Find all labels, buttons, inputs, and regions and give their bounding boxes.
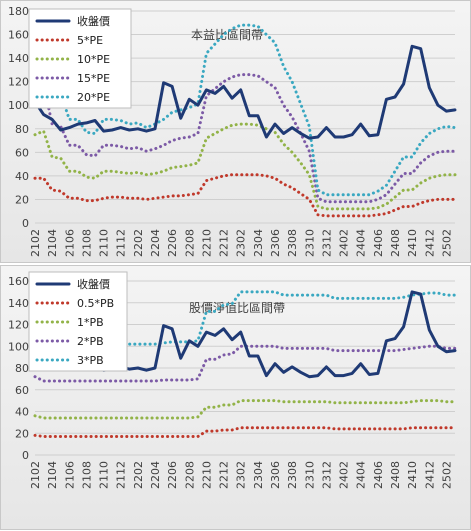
x-tick-label: 2308 bbox=[286, 461, 299, 489]
x-tick-label: 2104 bbox=[46, 229, 59, 257]
y-tick-label: 100 bbox=[8, 99, 29, 112]
series-line-2 bbox=[33, 399, 457, 420]
x-tick-label: 2302 bbox=[235, 229, 248, 257]
x-tick-label: 2102 bbox=[29, 229, 42, 257]
pb-band-chart-panel: 0 20 40 60 80 100 120 140 160 2102 2104 2106 2108 211… bbox=[0, 265, 471, 530]
y-tick-label: 160 bbox=[8, 29, 29, 42]
series-line-1 bbox=[33, 173, 457, 218]
y-tick-label: 80 bbox=[15, 362, 29, 375]
y-tick-label: 180 bbox=[8, 5, 29, 18]
x-tick-label: 2406 bbox=[372, 229, 385, 257]
chart-title: 股價淨值比區間帶 bbox=[189, 300, 285, 315]
x-tick-label: 2206 bbox=[166, 461, 179, 489]
x-tick-label: 2410 bbox=[406, 461, 419, 489]
legend-label: 2*PB bbox=[77, 335, 104, 348]
x-tick-label: 2108 bbox=[80, 229, 93, 257]
pe-band-chart: 0 20 40 60 80 100 120 140 160 180 2102 2104 2106 2108… bbox=[8, 5, 457, 257]
x-tick-label: 2206 bbox=[166, 229, 179, 257]
pe-band-chart-panel: 0 20 40 60 80 100 120 140 160 180 2102 2104 2106 2108… bbox=[0, 0, 471, 263]
x-tick-label: 2204 bbox=[149, 461, 162, 489]
x-tick-label: 2212 bbox=[218, 461, 231, 489]
x-tick-label: 2412 bbox=[423, 461, 436, 489]
legend-label: 1*PB bbox=[77, 316, 104, 329]
series-line-2 bbox=[33, 122, 457, 211]
x-tick-label: 2104 bbox=[46, 461, 59, 489]
y-tick-label: 100 bbox=[8, 340, 29, 353]
legend: 收盤價 5*PE 10*PE 15*PE 20*PE bbox=[28, 8, 132, 109]
x-tick-label: 2112 bbox=[115, 229, 128, 257]
legend-label: 10*PE bbox=[77, 53, 110, 66]
x-tick-label: 2312 bbox=[320, 461, 333, 489]
x-tick-label: 2406 bbox=[372, 461, 385, 489]
y-tick-label: 80 bbox=[15, 123, 29, 136]
series-line-0 bbox=[33, 44, 457, 140]
x-tick-label: 2208 bbox=[183, 229, 196, 257]
x-tick-label: 2106 bbox=[63, 461, 76, 489]
x-tick-label: 2108 bbox=[80, 461, 93, 489]
x-tick-label: 2408 bbox=[389, 229, 402, 257]
y-tick-label: 40 bbox=[15, 170, 29, 183]
y-tick-label: 20 bbox=[15, 193, 29, 206]
x-tick-label: 2208 bbox=[183, 461, 196, 489]
chart-title: 本益比區間帶 bbox=[191, 28, 263, 42]
x-tick-label: 2202 bbox=[132, 229, 145, 257]
legend-label: 收盤價 bbox=[77, 277, 110, 291]
x-tick-label: 2212 bbox=[218, 229, 231, 257]
legend-label: 5*PE bbox=[77, 34, 103, 47]
legend-label: 3*PB bbox=[77, 354, 104, 367]
x-tick-label: 2412 bbox=[423, 229, 436, 257]
x-tick-label: 2310 bbox=[303, 461, 316, 489]
y-tick-label: 40 bbox=[15, 406, 29, 419]
legend-label: 0.5*PB bbox=[77, 297, 114, 310]
y-tick-label: 0 bbox=[22, 217, 29, 230]
x-tick-label: 2410 bbox=[406, 229, 419, 257]
series-line-1 bbox=[33, 426, 457, 438]
legend-label: 20*PE bbox=[77, 91, 110, 104]
y-tick-label: 120 bbox=[8, 319, 29, 332]
x-tick-label: 2304 bbox=[252, 229, 265, 257]
y-tick-label: 60 bbox=[15, 384, 29, 397]
x-tick-label: 2312 bbox=[320, 229, 333, 257]
x-tick-label: 2304 bbox=[252, 461, 265, 489]
series-line-3 bbox=[33, 73, 457, 204]
y-tick-label: 120 bbox=[8, 76, 29, 89]
x-tick-label: 2404 bbox=[355, 461, 368, 489]
x-tick-label: 2202 bbox=[132, 461, 145, 489]
x-tick-label: 2106 bbox=[63, 229, 76, 257]
y-tick-label: 160 bbox=[8, 275, 29, 288]
x-tick-label: 2404 bbox=[355, 229, 368, 257]
y-tick-label: 140 bbox=[8, 297, 29, 310]
x-tick-label: 2302 bbox=[235, 461, 248, 489]
legend-box bbox=[28, 271, 128, 372]
x-tick-label: 2310 bbox=[303, 229, 316, 257]
x-tick-label: 2110 bbox=[98, 229, 111, 257]
x-tick-label: 2110 bbox=[98, 461, 111, 489]
legend-label: 收盤價 bbox=[77, 14, 110, 28]
x-tick-label: 2408 bbox=[389, 461, 402, 489]
x-tick-label: 2204 bbox=[149, 229, 162, 257]
x-tick-label: 2112 bbox=[115, 461, 128, 489]
x-tick-label: 2308 bbox=[286, 229, 299, 257]
x-tick-label: 2502 bbox=[440, 229, 453, 257]
legend: 收盤價 0.5*PB 1*PB 2*PB 3*PB bbox=[28, 271, 128, 372]
y-tick-label: 60 bbox=[15, 146, 29, 159]
y-tick-label: 20 bbox=[15, 427, 29, 440]
legend-label: 15*PE bbox=[77, 72, 110, 85]
x-tick-label: 2502 bbox=[440, 461, 453, 489]
x-tick-label: 2210 bbox=[200, 229, 213, 257]
x-tick-label: 2402 bbox=[338, 461, 351, 489]
y-tick-label: 0 bbox=[22, 449, 29, 462]
series-line-4 bbox=[33, 23, 457, 197]
x-tick-label: 2306 bbox=[269, 229, 282, 257]
x-tick-label: 2402 bbox=[338, 229, 351, 257]
x-tick-label: 2102 bbox=[29, 461, 42, 489]
y-tick-label: 140 bbox=[8, 52, 29, 65]
x-tick-label: 2306 bbox=[269, 461, 282, 489]
pb-band-chart: 0 20 40 60 80 100 120 140 160 2102 2104 2106 2108 211… bbox=[8, 271, 457, 489]
x-tick-label: 2210 bbox=[200, 461, 213, 489]
